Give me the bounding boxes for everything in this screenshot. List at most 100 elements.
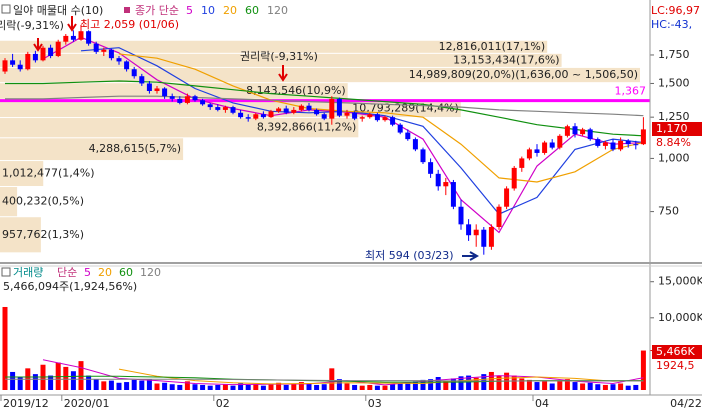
candle-body: [458, 206, 464, 225]
low-arrow: [462, 251, 480, 261]
volume-bar: [458, 376, 464, 390]
volume-bar: [549, 383, 555, 390]
volume-bar: [618, 383, 624, 390]
candle-body: [25, 53, 31, 70]
candle-body: [504, 188, 510, 207]
volume-bar: [359, 385, 365, 390]
profile-bar: [0, 53, 562, 67]
volume-bar: [610, 384, 616, 390]
candle-body: [93, 43, 99, 52]
rights-annotation: 권리락(-9,31%): [240, 50, 318, 63]
date-label: 04/22: [670, 397, 702, 410]
volume-bar: [428, 379, 434, 390]
candle-body: [276, 108, 282, 112]
volume-bar: [633, 384, 639, 390]
candle-body: [526, 149, 532, 159]
volume-bar: [640, 350, 646, 390]
profile-label: 4,288,615(5,7%): [89, 142, 182, 155]
x-tick-label: 04: [535, 397, 549, 410]
volume-bar: [466, 375, 472, 390]
volume-bar: [131, 379, 137, 390]
volume-bar: [564, 379, 570, 390]
ratio-label: 1924,5: [656, 359, 695, 372]
volume-checkbox[interactable]: [1, 267, 11, 277]
candle-body: [200, 100, 206, 105]
candle-body: [435, 173, 441, 187]
volume-bar: [215, 384, 221, 390]
profile-bar: [0, 40, 548, 53]
volume-bar: [587, 382, 593, 390]
candle-body: [124, 61, 130, 70]
volume-bar: [450, 378, 456, 390]
volume-bar: [306, 383, 312, 390]
candle-body: [359, 117, 365, 119]
candle-body: [587, 129, 593, 140]
volume-bar: [572, 382, 578, 390]
volume-bar: [595, 384, 601, 390]
volume-bar: [397, 383, 403, 390]
profile-bar: [0, 217, 41, 253]
volume-bar: [276, 382, 282, 390]
candle-body: [63, 35, 69, 42]
legend-entry: 120: [140, 266, 161, 279]
candle-body: [390, 117, 396, 125]
candle-body: [557, 135, 563, 148]
volume-bar: [230, 385, 236, 390]
candle-body: [511, 167, 517, 189]
candle-body: [177, 98, 183, 103]
candle-body: [534, 149, 540, 153]
candle-body: [101, 49, 107, 52]
candle-body: [352, 112, 358, 119]
candle-body: [595, 139, 601, 146]
candle-body: [32, 53, 38, 61]
profile-bar: [0, 83, 348, 99]
volume-bar: [86, 375, 92, 390]
volume-ma-line: [118, 368, 644, 385]
profile-label: 12,816,011(17,1%): [439, 40, 546, 53]
legend-entry: 5: [186, 4, 193, 17]
volume-title: 거래량: [13, 266, 43, 279]
candle-body: [488, 227, 494, 247]
candle-body: [192, 96, 198, 101]
candle-body: [260, 114, 266, 118]
candle-body: [306, 105, 312, 110]
candle-body: [40, 47, 46, 61]
candle-body: [207, 104, 213, 108]
y-tick-label: 1,500: [658, 76, 690, 89]
candle-body: [382, 117, 388, 121]
y-tick-label: 15,000K: [658, 275, 702, 288]
volume-bar: [329, 368, 335, 390]
volume-bar: [542, 380, 548, 390]
volume-profile: 12,816,011(17,1%)13,153,434(17,6%) 14,989…: [0, 40, 640, 253]
volume-bar: [200, 384, 206, 390]
volume-bar: [169, 384, 175, 390]
candle-body: [564, 126, 570, 136]
indicator-checkbox[interactable]: [1, 4, 11, 14]
candle-body: [572, 126, 578, 135]
volume-bar: [10, 371, 16, 390]
volume-bar: [70, 371, 76, 390]
volume-bar: [260, 385, 266, 390]
volume-bar: [154, 383, 160, 390]
volume-bar: [124, 382, 130, 390]
candle-body: [519, 158, 525, 168]
volume-bar: [2, 306, 8, 390]
ma-line: [118, 53, 644, 183]
last-price-box: [652, 122, 702, 136]
price-pane: 1,750 1,500 1,250 1,000 750 1,367: [0, 24, 690, 255]
change-label: 8.84%: [656, 136, 691, 149]
legend-entry: 120: [267, 4, 288, 17]
profile-bar: [0, 138, 184, 161]
candle-body: [298, 105, 304, 110]
ma-line: [80, 47, 644, 215]
low-annotation: 최저 594 (03/23): [365, 249, 454, 262]
volume-ma-line: [5, 378, 644, 382]
profile-bar: [0, 161, 44, 187]
volume-bar: [48, 375, 54, 390]
profile-label: 400,232(0,5%): [2, 195, 84, 208]
candle-body: [291, 109, 297, 113]
profile-bar: [0, 187, 18, 217]
candle-body: [238, 112, 244, 118]
candle-body: [2, 60, 8, 72]
